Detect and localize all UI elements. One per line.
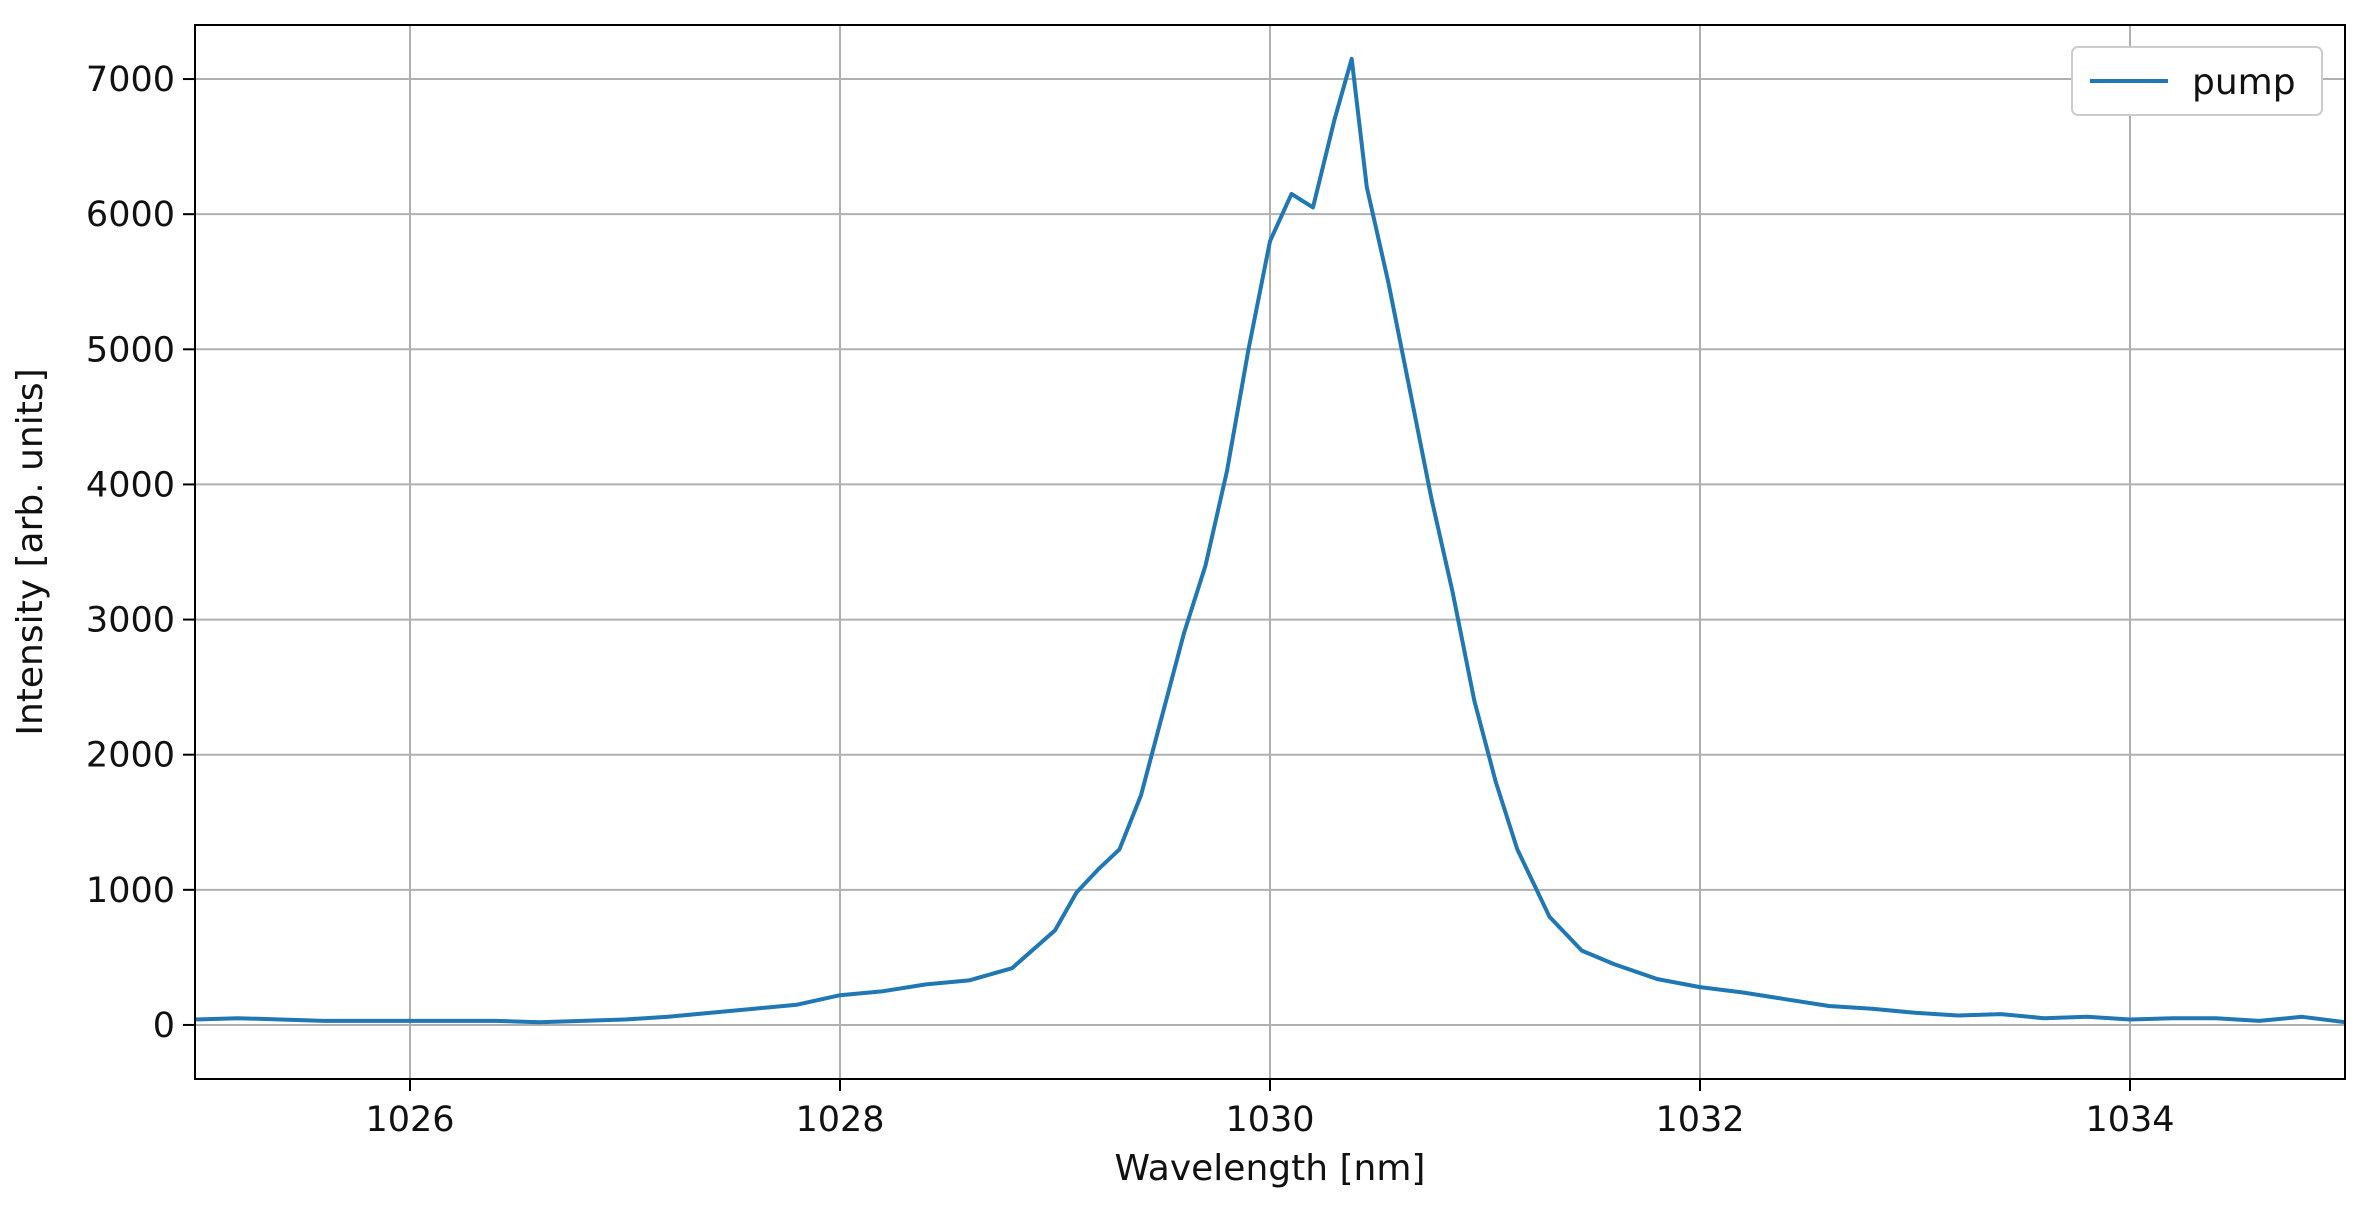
y-tick-label: 7000: [86, 60, 175, 100]
x-tick-label: 1034: [2085, 1100, 2174, 1140]
x-tick-label: 1026: [365, 1100, 454, 1140]
y-tick-label: 4000: [86, 465, 175, 505]
x-tick-label: 1030: [1225, 1100, 1314, 1140]
y-tick-label: 6000: [86, 195, 175, 235]
y-tick-label: 2000: [86, 736, 175, 776]
y-tick-label: 3000: [86, 601, 175, 641]
series-layer: [194, 56, 2346, 1025]
series-line-pump: [194, 56, 2346, 1025]
legend: pump: [2071, 46, 2323, 116]
x-tick-label: 1032: [1655, 1100, 1744, 1140]
ticks: 1026 1028 1030 1032 1034 0 1000 2000 3000 4000 500…: [86, 60, 2175, 1140]
x-axis-label: Wavelength [nm]: [1115, 1148, 1426, 1189]
y-tick-label: 5000: [86, 330, 175, 370]
grid: [195, 25, 2345, 1079]
legend-box: [2071, 46, 2323, 116]
legend-label: pump: [2192, 62, 2296, 103]
x-tick-label: 1028: [795, 1100, 884, 1140]
y-tick-label: 1000: [86, 871, 175, 911]
y-tick-label: 0: [153, 1006, 175, 1046]
y-axis-label: Intensity [arb. units]: [10, 368, 51, 735]
